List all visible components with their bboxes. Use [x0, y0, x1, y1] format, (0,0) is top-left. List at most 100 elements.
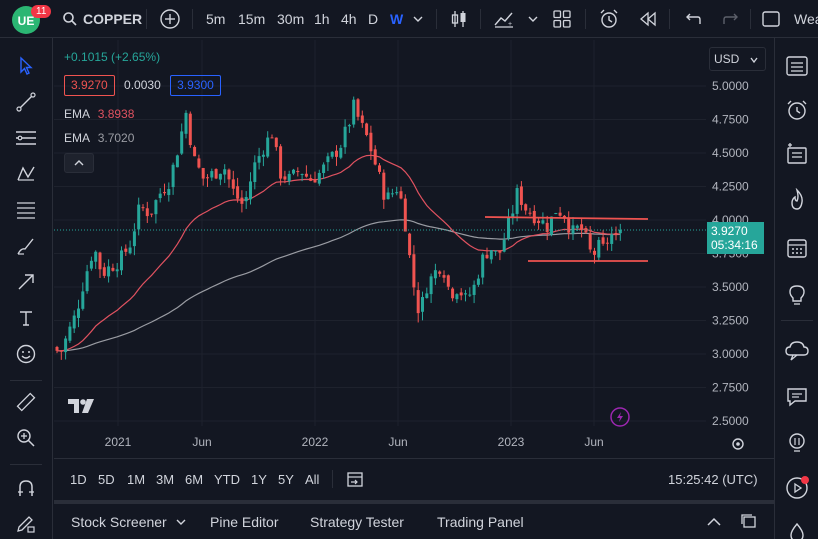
tab-pine-editor[interactable]: Pine Editor [210, 513, 279, 530]
range-ytd[interactable]: YTD [214, 471, 240, 487]
ruler-tool[interactable] [12, 388, 40, 416]
candle-body [317, 172, 321, 184]
interval-1h[interactable]: 1h [314, 11, 330, 27]
notification-badge[interactable]: 11 [31, 3, 52, 19]
magnet-tool[interactable] [12, 474, 40, 502]
clock-timezone[interactable]: 15:25:42 (UTC) [668, 471, 758, 487]
range-1m[interactable]: 1M [127, 471, 146, 487]
interval-15m[interactable]: 15m [238, 11, 266, 27]
interval-4h[interactable]: 4h [341, 11, 357, 27]
compare-button[interactable] [159, 0, 181, 38]
chats-button[interactable] [783, 383, 811, 411]
chart-grid [54, 40, 706, 426]
interval-d[interactable]: D [368, 11, 379, 27]
price-tick-label: 5.0000 [712, 79, 749, 93]
pine-help-button[interactable] [783, 428, 811, 456]
streams-button[interactable] [783, 337, 811, 365]
alerts-button[interactable] [783, 96, 811, 124]
interval-dropdown[interactable] [412, 0, 424, 38]
emoji-tool[interactable] [12, 340, 40, 368]
price-chart[interactable]: 5.00004.75004.50004.25004.00003.75003.50… [54, 40, 772, 458]
zoom-tool[interactable] [12, 424, 40, 452]
time-tick-label: 2021 [105, 435, 132, 449]
drawn-levels[interactable] [484, 216, 649, 262]
candle-body [476, 278, 480, 285]
price-tick-label: 3.0000 [712, 347, 749, 361]
resistance-line[interactable] [484, 216, 649, 220]
tab-trading-panel[interactable]: Trading Panel [437, 513, 524, 530]
candle-body [519, 186, 523, 205]
layouts-button[interactable] [552, 0, 572, 38]
hotlists-button[interactable] [783, 186, 811, 214]
tradingview-logo [68, 399, 94, 413]
watchlist-label[interactable]: Wea [794, 11, 818, 27]
ema-fast-line [56, 154, 621, 352]
indicators-button[interactable]: + [493, 0, 515, 38]
candle-body [64, 338, 68, 353]
horizontal-lines-tool[interactable] [12, 124, 40, 152]
svg-text:UE: UE [18, 14, 35, 28]
help-button[interactable] [783, 518, 811, 539]
interval-w[interactable]: W [390, 11, 404, 27]
trend-line-tool[interactable] [12, 88, 40, 116]
currency-select[interactable]: USD [709, 47, 766, 71]
arrow-tool[interactable] [12, 268, 40, 296]
redo-button[interactable] [722, 0, 740, 38]
fullscreen-button[interactable] [761, 0, 781, 38]
range-6m[interactable]: 6M [185, 471, 204, 487]
goto-date-button[interactable] [345, 459, 365, 499]
cursor-tool[interactable] [12, 52, 40, 80]
fib-tool[interactable] [12, 196, 40, 224]
pattern-tool[interactable] [12, 160, 40, 188]
undo-button[interactable] [684, 0, 702, 38]
grid-icon [553, 10, 571, 28]
alert-button[interactable] [598, 0, 620, 38]
watchlist-button[interactable] [783, 52, 811, 80]
replay-button[interactable] [638, 0, 658, 38]
range-all[interactable]: All [305, 471, 320, 487]
ema-legend-2[interactable]: EMA 3.7020 [64, 131, 134, 145]
range-5d[interactable]: 5D [98, 471, 115, 487]
collapse-panel-button[interactable] [706, 504, 722, 539]
candle-body [378, 165, 381, 172]
bid-ask-row: 3.9270 0.0030 3.9300 [64, 75, 221, 96]
ideas-button[interactable] [783, 281, 811, 309]
alarm-clock-icon [600, 9, 618, 28]
candle-body [98, 252, 102, 270]
lock-drawings-tool[interactable] [12, 510, 40, 538]
chevron-down-icon [750, 57, 758, 64]
tab-strategy-tester[interactable]: Strategy Tester [310, 513, 404, 530]
symbol-search[interactable]: COPPER [62, 0, 142, 38]
lightning-icon[interactable] [610, 407, 630, 427]
candle-body [261, 154, 265, 157]
alarm-clock-icon [787, 100, 807, 120]
collapse-legend-button[interactable] [64, 153, 94, 173]
interval-30m[interactable]: 30m [277, 11, 305, 27]
calendar-button[interactable] [783, 234, 811, 262]
text-tool[interactable] [12, 304, 40, 332]
interval-5m[interactable]: 5m [206, 11, 226, 27]
chart-settings-icon[interactable] [732, 438, 744, 450]
indicators-dropdown[interactable] [527, 0, 539, 38]
range-1d[interactable]: 1D [70, 471, 87, 487]
chart-type-button[interactable] [449, 0, 469, 38]
range-3m[interactable]: 3M [156, 471, 175, 487]
candle-body [335, 150, 338, 157]
sell-price-button[interactable]: 3.9270 [64, 75, 115, 96]
candle-body [554, 213, 558, 215]
buy-price-button[interactable]: 3.9300 [170, 75, 221, 96]
candle-body [421, 297, 424, 312]
ema-legend-1[interactable]: EMA 3.8938 [64, 107, 134, 121]
svg-text:+: + [508, 21, 512, 28]
maximize-panel-button[interactable] [740, 504, 758, 539]
tab-stock-screener[interactable]: Stock Screener [71, 504, 187, 539]
data-window-button[interactable] [783, 140, 811, 168]
time-scale[interactable]: 2021 Jun 2022 Jun 2023 Jun [105, 435, 604, 449]
fib-retracement-icon [17, 202, 35, 219]
time-tick-label: 2022 [302, 435, 329, 449]
candle-body [399, 191, 403, 199]
brush-tool[interactable] [12, 232, 40, 260]
range-1y[interactable]: 1Y [251, 471, 267, 487]
notifications-button[interactable] [783, 474, 811, 502]
range-5y[interactable]: 5Y [278, 471, 294, 487]
